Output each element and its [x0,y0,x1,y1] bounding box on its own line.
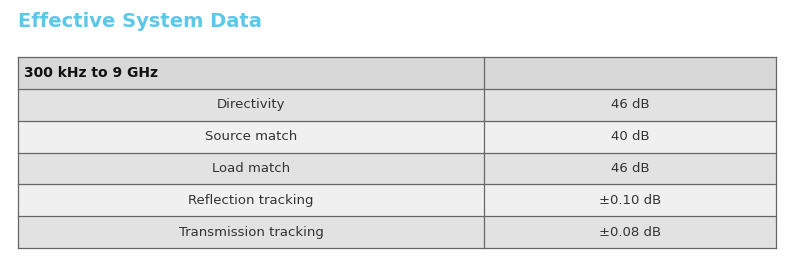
Text: 46 dB: 46 dB [611,98,649,111]
Text: ±0.10 dB: ±0.10 dB [599,194,661,207]
Text: Load match: Load match [212,162,290,175]
Bar [18,184,484,216]
Text: ±0.08 dB: ±0.08 dB [599,226,661,239]
Bar [484,121,776,153]
Bar [484,57,776,89]
Text: Effective System Data: Effective System Data [18,12,262,31]
Text: Reflection tracking: Reflection tracking [188,194,314,207]
Text: 300 kHz to 9 GHz: 300 kHz to 9 GHz [24,66,158,80]
Bar [18,121,484,153]
Bar [18,57,484,89]
Bar [18,216,484,248]
Bar [484,89,776,121]
Bar [18,89,484,121]
Bar [484,184,776,216]
Bar [484,153,776,184]
Text: Directivity: Directivity [217,98,285,111]
Bar [484,216,776,248]
Text: 46 dB: 46 dB [611,162,649,175]
Text: Source match: Source match [205,130,297,143]
Text: 40 dB: 40 dB [611,130,649,143]
Bar [18,153,484,184]
Text: Transmission tracking: Transmission tracking [179,226,323,239]
